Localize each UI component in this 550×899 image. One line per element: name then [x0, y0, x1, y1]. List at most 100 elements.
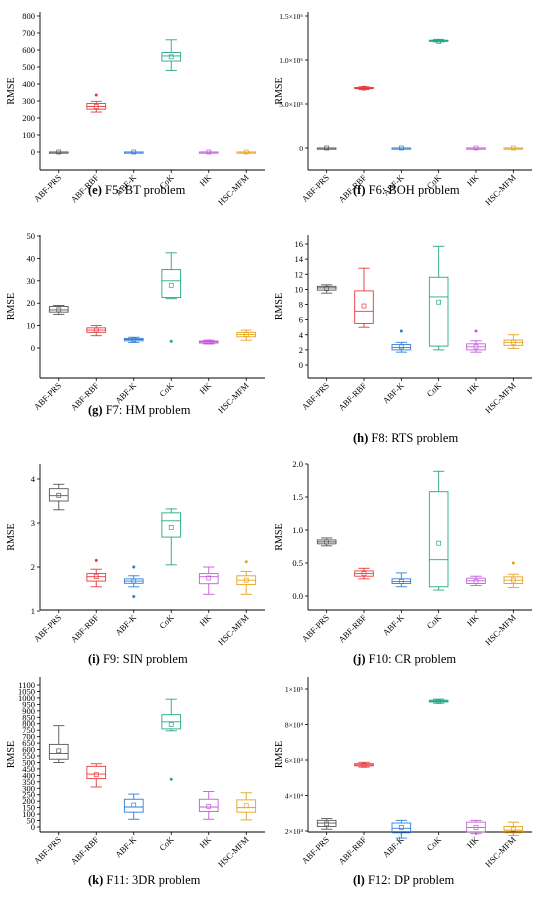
outlier-point — [511, 561, 515, 565]
x-tick-label: HSC-MFM — [483, 380, 518, 415]
mean-marker — [131, 802, 137, 808]
y-tick-label: 50 — [27, 816, 36, 826]
y-tick-label: 1.0×10⁶ — [279, 56, 303, 65]
y-tick-label: 200 — [22, 796, 35, 806]
x-tick-label: HSC-MFM — [216, 172, 251, 207]
x-tick-label: CoK — [157, 834, 176, 853]
mean-marker — [131, 578, 137, 584]
y-tick-label: 0 — [31, 343, 35, 353]
mean-marker — [436, 699, 442, 704]
caption-i: (i) F9: SIN problem — [88, 652, 188, 667]
x-tick-label: HK — [465, 612, 481, 628]
mean-marker — [473, 344, 479, 350]
y-tick-label: 3 — [31, 518, 35, 528]
x-tick-label: ABF-K — [113, 612, 139, 638]
y-tick-label: 10 — [27, 321, 36, 331]
mean-marker — [56, 492, 62, 498]
x-tick-label: ABF-K — [381, 380, 407, 406]
mean-marker — [243, 803, 249, 809]
mean-marker — [324, 145, 330, 151]
mean-marker — [361, 85, 367, 91]
y-tick-label: 16 — [295, 239, 304, 249]
chart-panel-h: RMSE 0 2 4 6 8 10 12 14 16 ABF-PRS ABF-RBF ABF-K CoK H… — [274, 235, 532, 415]
mean-marker — [398, 825, 404, 830]
x-tick-label: ABF-RBF — [69, 612, 101, 644]
y-tick-label: 0.0 — [292, 591, 303, 601]
box-cok — [428, 276, 449, 347]
y-tick-label: 150 — [22, 803, 35, 813]
y-tick-label: 2×10⁴ — [285, 827, 303, 836]
caption-label: (i) — [88, 652, 100, 666]
mean-marker — [436, 540, 442, 546]
mean-marker — [436, 299, 442, 305]
mean-marker — [398, 579, 404, 584]
mean-marker — [168, 282, 174, 288]
x-tick-label: CoK — [157, 612, 176, 631]
y-tick-label: 750 — [22, 725, 35, 735]
y-tick-label: 5.0×10⁵ — [279, 100, 303, 109]
caption-label: (l) — [353, 873, 365, 887]
y-tick-label: 300 — [22, 96, 35, 106]
outlier-point — [244, 560, 248, 564]
outlier-point — [94, 558, 98, 562]
mean-marker — [361, 762, 367, 768]
caption-h: (h) F8: RTS problem — [353, 431, 458, 446]
box-abf-k — [123, 798, 144, 813]
x-tick-label: HK — [197, 834, 213, 850]
caption-text: F6: BOH problem — [368, 183, 460, 197]
y-tick-label: 1×10⁵ — [285, 685, 303, 694]
caption-label: (h) — [353, 431, 369, 445]
caption-text: F9: SIN problem — [102, 652, 188, 666]
x-tick-label: CoK — [425, 612, 444, 631]
y-tick-label: 350 — [22, 777, 35, 787]
mean-marker — [206, 149, 212, 155]
x-tick-label: ABF-PRS — [300, 172, 332, 204]
caption-text: F12: DP problem — [367, 873, 455, 887]
y-tick-label: 0.5 — [292, 558, 303, 568]
mean-marker — [168, 525, 174, 530]
x-tick-label: HK — [197, 380, 213, 396]
caption-g: (g) F7: HM problem — [88, 403, 190, 418]
y-tick-label: 6 — [299, 315, 303, 325]
y-tick-label: 600 — [22, 745, 35, 755]
chart-panel-j: RMSE 0.0 0.5 1.0 1.5 2.0 ABF-PRS ABF-RBF ABF-K Co… — [274, 459, 532, 647]
box-cok — [161, 52, 182, 62]
x-tick-label: ABF-RBF — [336, 612, 368, 644]
mean-marker — [324, 821, 330, 827]
box-hk — [198, 798, 219, 812]
mean-marker — [510, 826, 516, 832]
y-tick-label: 100 — [22, 809, 35, 819]
mean-marker — [324, 286, 330, 291]
y-tick-label: 0 — [299, 144, 303, 153]
x-tick-label: ABF-K — [381, 612, 407, 638]
mean-marker — [56, 149, 62, 155]
caption-label: (f) — [353, 183, 366, 197]
mean-marker — [56, 307, 62, 313]
outlier-point — [169, 339, 173, 343]
mean-marker — [168, 722, 174, 727]
box-abf-rbf — [86, 573, 107, 582]
x-tick-label: ABF-PRS — [32, 380, 64, 412]
y-tick-label: 4×10⁴ — [285, 792, 303, 801]
y-tick-label: 1 — [31, 606, 35, 616]
y-tick-label: 14 — [295, 254, 304, 264]
y-tick-label: 2.0 — [292, 459, 303, 469]
y-tick-label: 900 — [22, 706, 35, 716]
x-tick-label: HSC-MFM — [483, 612, 518, 647]
mean-marker — [361, 571, 367, 576]
box-abf-prs — [48, 743, 69, 760]
y-tick-label: 20 — [27, 298, 36, 308]
y-axis-label: RMSE — [6, 741, 17, 768]
mean-marker — [56, 748, 62, 754]
outlier-point — [399, 329, 403, 333]
y-tick-label: 12 — [295, 269, 304, 279]
caption-text: F7: HM problem — [105, 403, 191, 417]
y-tick-label: 400 — [22, 770, 35, 780]
mean-marker — [473, 579, 479, 584]
mean-marker — [206, 803, 212, 809]
